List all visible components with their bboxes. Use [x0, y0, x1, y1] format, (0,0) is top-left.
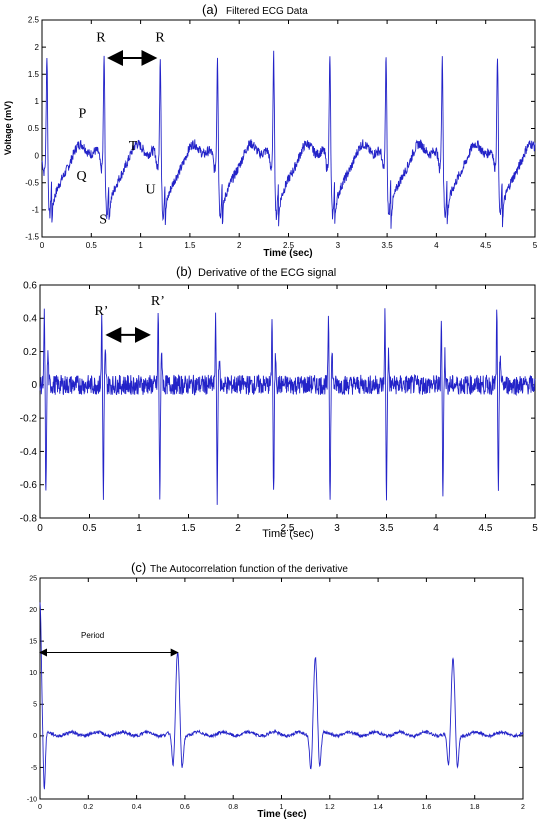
panel-c-letter: (c) [131, 560, 146, 575]
panel-c-xtick-label: 0.2 [83, 804, 93, 811]
panel-c-ytick-label: 5 [33, 702, 37, 709]
panel-a-xtick-label: 2.5 [283, 241, 295, 250]
panel-c-axes-box [39, 577, 524, 800]
panel-c-ytick-label: -10 [27, 796, 37, 803]
panel-a-xtick-label: 2 [237, 241, 242, 250]
panel-c-autocorrelation-line [39, 602, 524, 790]
panel-b-xtick-label: 4.5 [479, 523, 493, 534]
panel-a-annotation: T [129, 139, 138, 154]
panel-c-xtick-label: 0.8 [228, 804, 238, 811]
panel-c-xtick-label: 0 [38, 804, 42, 811]
panel-b-xlabel: Time (sec) [262, 528, 314, 540]
panel-c: (c) The Autocorrelation function of the … [27, 560, 525, 820]
panel-b: (b) Derivative of the ECG signal 0 0.5 1 1.… [20, 264, 538, 540]
panel-b-ytick-label: -0.4 [20, 447, 38, 458]
panel-a-xtick-label: 0.5 [86, 241, 98, 250]
panel-c-title: The Autocorrelation function of the deri… [150, 564, 348, 575]
panel-a-xtick-label: 3 [336, 241, 341, 250]
panel-a-xtick-label: 1 [138, 241, 143, 250]
panel-c-plot: 0 0.2 0.4 0.6 0.8 1 1.2 1.4 1.6 1.8 2 -10 -5 0 5 10 15 20… [27, 575, 525, 811]
panel-c-xtick-label: 2 [521, 804, 525, 811]
panel-b-ytick-label: 0 [31, 380, 37, 391]
panel-a-xtick-label: 1.5 [184, 241, 196, 250]
panel-c-ytick-label: -5 [31, 765, 37, 772]
panel-a-xtick-label: 0 [40, 241, 45, 250]
panel-b-letter: (b) [176, 264, 192, 279]
panel-a-ylabel: Voltage (mV) [3, 101, 13, 155]
panel-a-xlabel: Time (sec) [263, 248, 312, 259]
panel-a-ecg-line [41, 50, 536, 229]
panel-a-title: Filtered ECG Data [226, 6, 308, 17]
panel-a-xtick-label: 5 [533, 241, 538, 250]
panel-c-xtick-label: 1 [280, 804, 284, 811]
panel-c-xtick-label: 1.4 [373, 804, 383, 811]
panel-b-ytick-label: -0.6 [20, 480, 38, 491]
panel-c-ytick-label: 15 [29, 638, 37, 645]
panel-a-xtick-label: 4.5 [480, 241, 492, 250]
panel-a-xtick-label: 4 [434, 241, 439, 250]
panel-c-xlabel: Time (sec) [257, 809, 306, 820]
panel-b-xtick-label: 0 [37, 523, 43, 534]
panel-c-annotation: Period [81, 631, 104, 640]
panel-b-ytick-label: 0.4 [23, 314, 37, 325]
panel-c-xtick-label: 1.8 [470, 804, 480, 811]
panel-b-ytick-label: -0.8 [20, 513, 38, 524]
panel-a-plot: 0 0.5 1 1.5 2 2.5 3 3.5 4 4.5 5 -1.5 -1 -0.5 0 0.5 1 1.5 2… [25, 16, 538, 250]
panel-b-plot: 0 0.5 1 1.5 2 2.5 3 3.5 4 4.5 5 -0.8 -0.6 -0.4 -0.2 0 0.… [20, 280, 538, 534]
panel-b-annotation: R’ [94, 304, 108, 319]
panel-b-xtick-label: 0.5 [83, 523, 97, 534]
panel-a-ytick-label: 2.5 [28, 16, 40, 25]
panel-c-xtick-label: 1.6 [422, 804, 432, 811]
panel-a-annotation: P [78, 107, 86, 122]
panel-a-annotation: U [146, 183, 156, 198]
panel-b-derivative-line [39, 308, 536, 505]
panel-b-xtick-label: 5 [532, 523, 538, 534]
panel-a: (a) Filtered ECG Data 0 0.5 1 1.5 2 2.5 3 3.5 4 4… [3, 2, 538, 259]
panel-b-xtick-label: 1.5 [182, 523, 196, 534]
panel-a-xtick-label: 3.5 [382, 241, 394, 250]
panel-c-xtick-label: 0.4 [132, 804, 142, 811]
panel-a-ytick-label: 1.5 [28, 70, 40, 79]
panel-c-ytick-label: 20 [29, 607, 37, 614]
panel-b-xtick-label: 2.5 [281, 523, 295, 534]
panel-c-ytick-label: 10 [29, 670, 37, 677]
panel-b-xtick-label: 2 [235, 523, 241, 534]
panel-c-ytick-label: 0 [33, 733, 37, 740]
panel-a-ytick-label: -1 [32, 206, 40, 215]
panel-a-annotation: S [99, 212, 107, 227]
panel-a-ytick-label: -0.5 [25, 178, 39, 187]
panel-a-annotation: R [155, 31, 165, 46]
panel-b-ytick-label: -0.2 [20, 413, 38, 424]
panel-b-ytick-label: 0.2 [23, 347, 37, 358]
panel-b-xtick-label: 1 [136, 523, 142, 534]
panel-a-ytick-label: 0.5 [28, 124, 40, 133]
panel-b-xtick-label: 3 [334, 523, 340, 534]
panel-b-axes-box [39, 284, 536, 519]
panel-a-ytick-label: 2 [35, 43, 40, 52]
panel-a-letter: (a) [202, 2, 218, 17]
panel-a-annotation: R [96, 31, 106, 46]
panel-b-annotation: R’ [151, 294, 165, 309]
panel-b-ytick-label: 0.6 [23, 280, 37, 291]
panel-c-xtick-label: 1.2 [325, 804, 335, 811]
panel-c-ytick-label: 25 [29, 575, 37, 582]
panel-a-ytick-label: 0 [35, 151, 40, 160]
panel-a-annotation: Q [77, 169, 87, 184]
panel-b-xtick-label: 3.5 [380, 523, 394, 534]
panel-c-xtick-label: 0.6 [180, 804, 190, 811]
panel-b-title: Derivative of the ECG signal [198, 267, 336, 279]
panel-b-xtick-label: 4 [433, 523, 439, 534]
panel-a-ytick-label: 1 [35, 97, 40, 106]
panel-a-ytick-label: -1.5 [25, 233, 39, 242]
panel-a-axes-box [41, 19, 536, 238]
